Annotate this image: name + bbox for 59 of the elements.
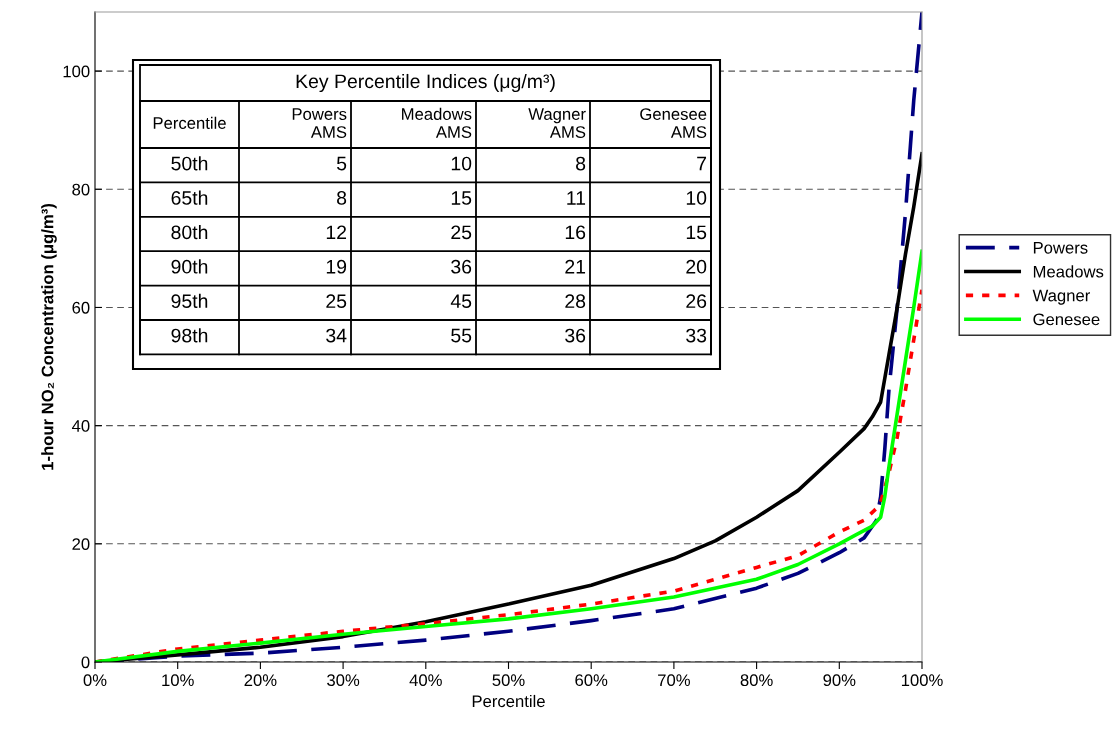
x-tick-label: 60% (575, 674, 608, 687)
annotation: 45 (450, 294, 472, 309)
annotation: Meadows AMS (402, 107, 472, 138)
annotation: Percentile (153, 116, 226, 129)
annotation: 7 (697, 156, 707, 171)
legend-label: Genesee (1033, 313, 1100, 326)
annotation: 65th (171, 190, 208, 205)
annotation: Powers AMS (292, 108, 347, 138)
annotation: 10 (451, 156, 472, 171)
y-tick-label: 60 (72, 301, 90, 314)
annotation: Key Percentile Indices (μg/m³) (296, 73, 555, 93)
x-axis-title: Percentile (472, 694, 545, 708)
legend-label: Meadows (1033, 265, 1104, 278)
x-tick-label: 90% (823, 674, 856, 687)
annotation: 55 (451, 328, 472, 343)
annotation: 5 (336, 156, 347, 171)
y-tick-label: 0 (81, 656, 90, 669)
x-tick-label: 20% (244, 674, 277, 687)
annotation: Genesee AMS (640, 108, 707, 138)
annotation: 15 (686, 225, 707, 240)
annotation: 50th (171, 156, 208, 171)
annotation: 33 (686, 328, 707, 343)
annotation: 26 (686, 294, 707, 309)
annotation: Wagner AMS (528, 108, 586, 138)
x-tick-label: 40% (409, 674, 442, 687)
legend-label: Powers (1033, 242, 1088, 254)
annotation: 21 (565, 259, 586, 274)
y-axis-title: 1-hour NO₂ Concentration (μg/m³) (41, 204, 57, 470)
annotation: 15 (451, 191, 472, 205)
y-tick-label: 100 (63, 65, 90, 78)
annotation: 25 (326, 294, 347, 309)
x-tick-label: 50% (492, 674, 525, 687)
annotation: 11 (567, 191, 586, 205)
annotation: 95th (171, 293, 208, 309)
x-tick-label: 0% (83, 674, 107, 687)
annotation: 36 (451, 259, 472, 274)
annotation: 98th (171, 328, 208, 343)
x-tick-label: 80% (740, 674, 773, 687)
annotation: 8 (337, 191, 347, 205)
annotation: 8 (576, 156, 586, 171)
annotation: 12 (326, 225, 347, 240)
annotation: 25 (451, 225, 472, 240)
annotation: 19 (326, 259, 347, 274)
y-tick-label: 80 (72, 183, 90, 196)
annotation: 28 (565, 294, 586, 309)
annotation: 80th (171, 224, 208, 240)
y-tick-label: 20 (72, 538, 90, 551)
x-tick-label: 100% (901, 674, 943, 687)
annotation: 36 (565, 328, 586, 343)
annotation: 34 (326, 328, 347, 343)
annotation: 10 (686, 191, 707, 205)
annotation: 20 (686, 259, 707, 274)
x-tick-label: 70% (658, 674, 690, 687)
x-tick-label: 30% (327, 674, 360, 687)
annotation: 16 (565, 225, 586, 240)
y-tick-label: 40 (71, 420, 90, 432)
annotation: 90th (171, 259, 208, 274)
legend-label: Wagner (1032, 289, 1090, 305)
x-tick-label: 10% (162, 674, 194, 687)
